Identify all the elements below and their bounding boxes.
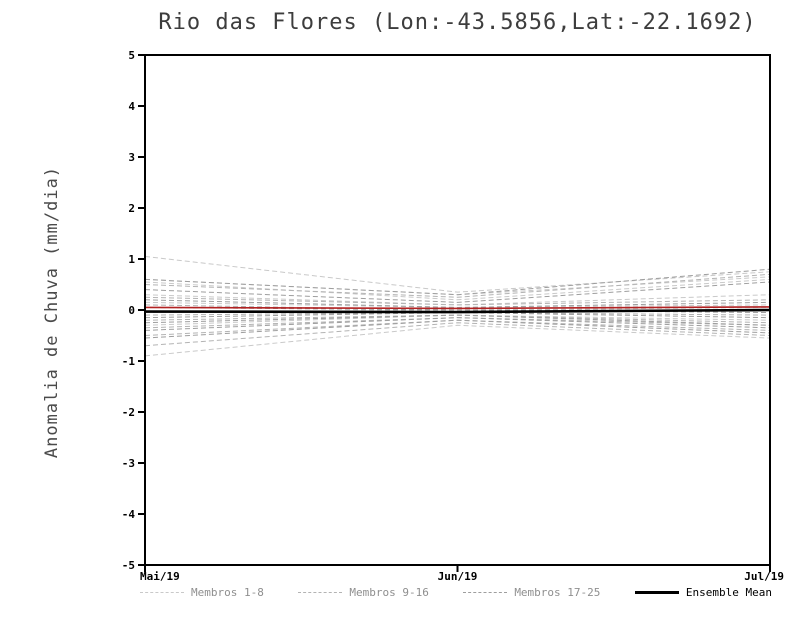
chart-title: Rio das Flores (Lon:-43.5856,Lat:-22.169… (158, 10, 757, 35)
y-tick-label: -3 (122, 457, 135, 470)
legend-label: Membros 9-16 (349, 586, 429, 599)
y-tick-label: -4 (122, 508, 136, 521)
legend-item-members-1-8: Membros 1-8 (140, 586, 264, 599)
y-tick-label: 2 (128, 202, 135, 215)
overlay-line (144, 306, 771, 310)
y-tick-label: 1 (128, 253, 135, 266)
legend-label: Membros 17-25 (514, 586, 601, 599)
member-line (144, 268, 771, 296)
y-tick-label: 4 (128, 100, 135, 113)
member-line (144, 299, 771, 308)
legend-item-ensemble-mean: Ensemble Mean (634, 586, 772, 599)
member-line (144, 314, 771, 326)
y-tick-label: -2 (122, 406, 135, 419)
legend-swatch-solid-black (634, 591, 679, 594)
legend-swatch-dashed-dark (463, 592, 508, 593)
x-tick-label: Mai/19 (140, 570, 180, 583)
member-line (144, 322, 771, 347)
member-line (144, 278, 771, 301)
legend-item-members-9-16: Membros 9-16 (298, 586, 429, 599)
y-tick-label: 5 (128, 49, 135, 62)
y-tick-label: 0 (128, 304, 135, 317)
member-line (144, 255, 771, 293)
legend-label: Ensemble Mean (685, 586, 772, 599)
legend-label: Membros 1-8 (191, 586, 264, 599)
member-line (144, 319, 771, 339)
legend-swatch-dashed-light (140, 592, 184, 593)
x-tick-label: Jul/19 (744, 570, 784, 583)
chart-legend: Membros 1-8 Membros 9-16 Membros 17-25 E… (140, 586, 772, 599)
x-tick-label: Jun/19 (438, 570, 478, 583)
y-tick-label: -5 (122, 559, 135, 572)
ensemble-mean-line (144, 308, 771, 314)
member-line (144, 296, 771, 306)
member-line (144, 281, 771, 303)
member-line (144, 317, 771, 331)
legend-item-members-17-25: Membros 17-25 (463, 586, 600, 599)
legend-swatch-dashed-medium (298, 592, 343, 593)
y-tick-label: 3 (128, 151, 135, 164)
member-line (144, 273, 771, 298)
member-line (144, 324, 771, 357)
y-tick-label: -1 (122, 355, 136, 368)
